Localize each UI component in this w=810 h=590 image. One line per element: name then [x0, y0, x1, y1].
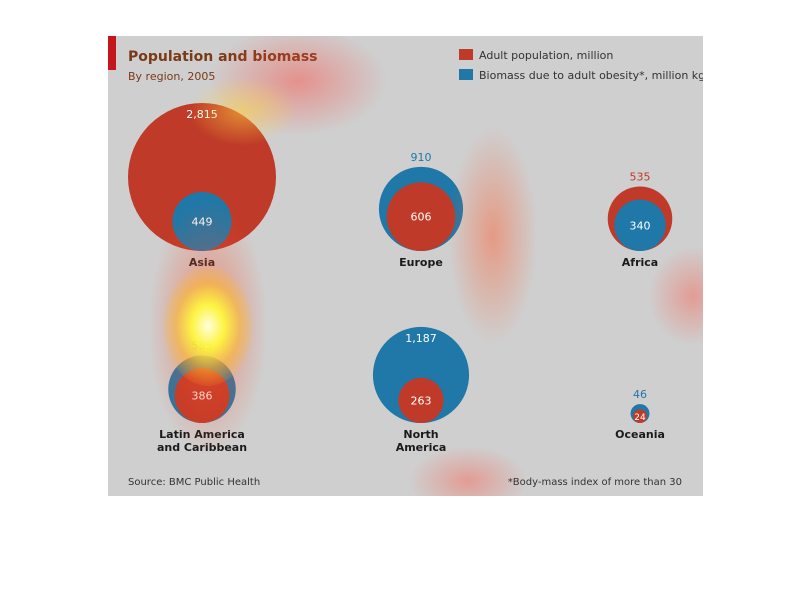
footnote: *Body-mass index of more than 30 [507, 477, 682, 488]
region-label-asia: Asia [189, 256, 215, 269]
region-label-north-america-line2: America [396, 441, 447, 454]
value-label-biomass-latin-america-and-caribbean: 585 [192, 340, 213, 353]
region-label-oceania: Oceania [615, 428, 665, 441]
bubble-population-north-america [398, 377, 444, 423]
value-label-population-oceania: 24 [634, 413, 646, 423]
legend-label-population: Adult population, million [479, 49, 614, 62]
value-label-population-latin-america-and-caribbean: 386 [192, 390, 213, 403]
value-label-biomass-europe: 910 [411, 151, 432, 164]
legend-item-biomass: Biomass due to adult obesity*, million k… [459, 69, 703, 82]
region-label-europe: Europe [399, 256, 443, 269]
chart-panel: Population and biomass By region, 2005 A… [108, 36, 703, 496]
value-label-biomass-africa: 340 [630, 219, 651, 232]
legend-label-biomass: Biomass due to adult obesity*, million k… [479, 69, 703, 82]
bubble-biomass-africa [614, 199, 666, 251]
bubble-biomass-north-america [372, 326, 470, 423]
bubble-population-oceania [633, 409, 647, 423]
legend-item-population: Adult population, million [459, 49, 613, 62]
value-label-population-asia: 2,815 [186, 108, 218, 121]
source-note: Source: BMC Public Health [128, 477, 261, 488]
region-label-latin-america-and-caribbean-line2: and Caribbean [157, 441, 247, 454]
legend-swatch-biomass [459, 69, 473, 80]
value-label-population-north-america: 263 [411, 394, 432, 407]
value-label-biomass-asia: 449 [192, 215, 213, 228]
chart-title: Population and biomass [128, 49, 318, 65]
value-label-population-europe: 606 [411, 211, 432, 224]
region-label-africa: Africa [622, 256, 658, 269]
bubble-plot: 2,815 449 Asia 910 606 Europe 535 340 Africa 585 3… [128, 103, 673, 454]
value-label-biomass-north-america: 1,187 [405, 332, 437, 345]
title-accent-bar [108, 36, 116, 70]
value-label-population-africa: 535 [630, 170, 651, 183]
legend-swatch-population [459, 49, 473, 60]
region-label-north-america-line1: North [403, 428, 438, 441]
bubble-population-europe [386, 182, 456, 251]
value-label-biomass-oceania: 46 [633, 388, 647, 401]
region-label-latin-america-and-caribbean-line1: Latin America [159, 428, 245, 441]
